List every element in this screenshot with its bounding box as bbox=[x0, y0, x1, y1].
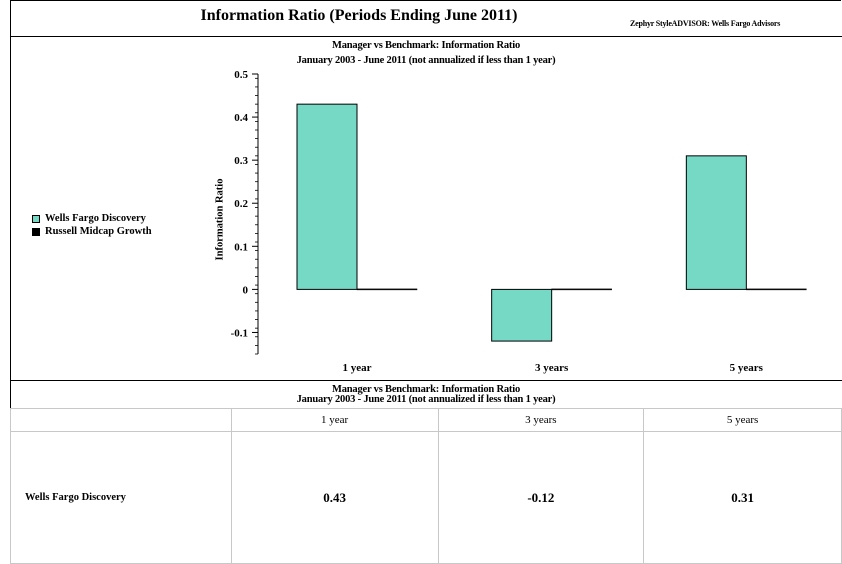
table-title: Manager vs Benchmark: Information Ratio bbox=[332, 384, 520, 395]
bar-russell-midcap-growth-1-year bbox=[356, 288, 418, 291]
information-ratio-table: 1 year 3 years 5 years Wells Fargo Disco… bbox=[10, 408, 842, 564]
chart-legend: Wells Fargo Discovery Russell Midcap Gro… bbox=[32, 212, 152, 238]
x-tick-label: 1 year bbox=[342, 362, 371, 374]
legend-label-fund: Wells Fargo Discovery bbox=[45, 213, 146, 224]
table-row: Wells Fargo Discovery 0.43 -0.12 0.31 bbox=[10, 431, 842, 564]
chart-subtitle: January 2003 - June 2011 (not annualized… bbox=[296, 55, 556, 66]
bar-wells-fargo-discovery-1-year bbox=[296, 103, 358, 290]
legend-swatch-benchmark bbox=[32, 227, 40, 236]
table-header-row: 1 year 3 years 5 years bbox=[10, 408, 842, 432]
table-cell-1-year: 0.43 bbox=[230, 431, 439, 564]
table-header-blank bbox=[10, 408, 232, 432]
y-tick-label: 0.4 bbox=[234, 112, 248, 124]
y-tick-label: 0.5 bbox=[234, 69, 248, 81]
y-tick-label: -0.1 bbox=[231, 327, 248, 339]
chart-title: Manager vs Benchmark: Information Ratio bbox=[332, 40, 520, 51]
table-header-5-years: 5 years bbox=[643, 408, 842, 432]
x-tick-label: 3 years bbox=[535, 362, 569, 374]
legend-item-benchmark: Russell Midcap Growth bbox=[32, 225, 152, 238]
table-cell-3-years: -0.12 bbox=[437, 431, 645, 564]
table-subtitle: January 2003 - June 2011 (not annualized… bbox=[296, 394, 556, 405]
table-cell-5-years: 0.31 bbox=[643, 431, 842, 564]
y-tick-label: 0.1 bbox=[234, 241, 248, 253]
bar-wells-fargo-discovery-5-years bbox=[685, 155, 747, 290]
table-header-3-years: 3 years bbox=[437, 408, 645, 432]
brand-label: Zephyr StyleADVISOR: Wells Fargo Advisor… bbox=[630, 19, 781, 28]
report-header: Information Ratio (Periods Ending June 2… bbox=[10, 0, 842, 37]
y-tick-label: 0 bbox=[243, 284, 249, 296]
x-tick-label: 5 years bbox=[730, 362, 764, 374]
report-frame bbox=[10, 0, 841, 558]
legend-swatch-fund bbox=[32, 214, 40, 223]
legend-label-benchmark: Russell Midcap Growth bbox=[45, 226, 152, 237]
y-tick-label: 0.3 bbox=[234, 155, 248, 167]
table-row-label: Wells Fargo Discovery bbox=[10, 431, 232, 564]
table-header-1-year: 1 year bbox=[230, 408, 439, 432]
page-title: Information Ratio (Periods Ending June 2… bbox=[200, 7, 518, 24]
bar-russell-midcap-growth-5-years bbox=[746, 288, 807, 291]
section-divider bbox=[10, 380, 842, 381]
bar-chart: 0.5 0.4 0.3 0.2 0.1 0 -0.1 1 year 3 years 5 years bbox=[231, 69, 807, 374]
legend-item-fund: Wells Fargo Discovery bbox=[32, 212, 152, 225]
y-tick-label: 0.2 bbox=[234, 198, 248, 210]
bar-wells-fargo-discovery-3-years bbox=[491, 288, 553, 342]
bar-russell-midcap-growth-3-years bbox=[551, 288, 612, 291]
